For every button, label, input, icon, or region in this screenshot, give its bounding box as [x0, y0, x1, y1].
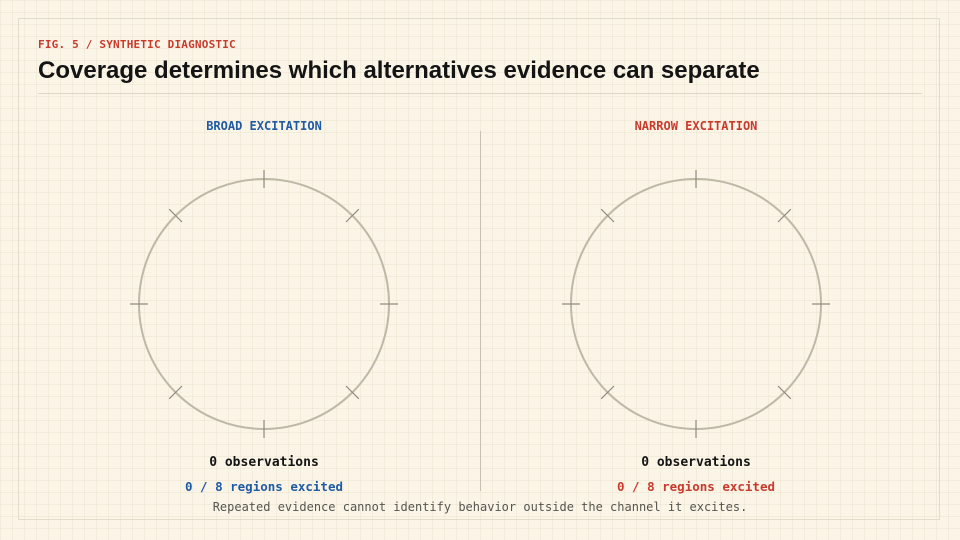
narrow-tick-sw — [600, 385, 615, 400]
figure-title: Coverage determines which alternatives e… — [38, 57, 760, 84]
figure-eyebrow: FIG. 5 / SYNTHETIC DIAGNOSTIC — [38, 38, 236, 51]
panel-broad-observations: 0 observations — [209, 455, 319, 470]
figure-caption: Repeated evidence cannot identify behavi… — [212, 500, 748, 514]
broad-tick-nw — [168, 208, 183, 223]
figure-frame — [18, 18, 940, 520]
panel-divider — [480, 131, 481, 491]
narrow-tick-nw — [600, 208, 615, 223]
broad-tick-ne — [345, 208, 360, 223]
narrow-tick-se — [777, 385, 792, 400]
broad-dial-ticks — [130, 170, 398, 438]
panel-narrow-observations: 0 observations — [641, 455, 751, 470]
narrow-dial-ticks — [562, 170, 830, 438]
title-rule — [38, 93, 922, 94]
broad-tick-sw — [168, 385, 183, 400]
panel-narrow-title: NARROW EXCITATION — [634, 119, 758, 133]
broad-tick-se — [345, 385, 360, 400]
panel-broad-title: BROAD EXCITATION — [206, 119, 322, 133]
narrow-coverage-dial — [562, 170, 830, 438]
broad-coverage-dial — [130, 170, 398, 438]
panel-narrow-regions: 0 / 8 regions excited — [616, 479, 776, 494]
panel-broad-regions: 0 / 8 regions excited — [184, 479, 344, 494]
narrow-tick-ne — [777, 208, 792, 223]
